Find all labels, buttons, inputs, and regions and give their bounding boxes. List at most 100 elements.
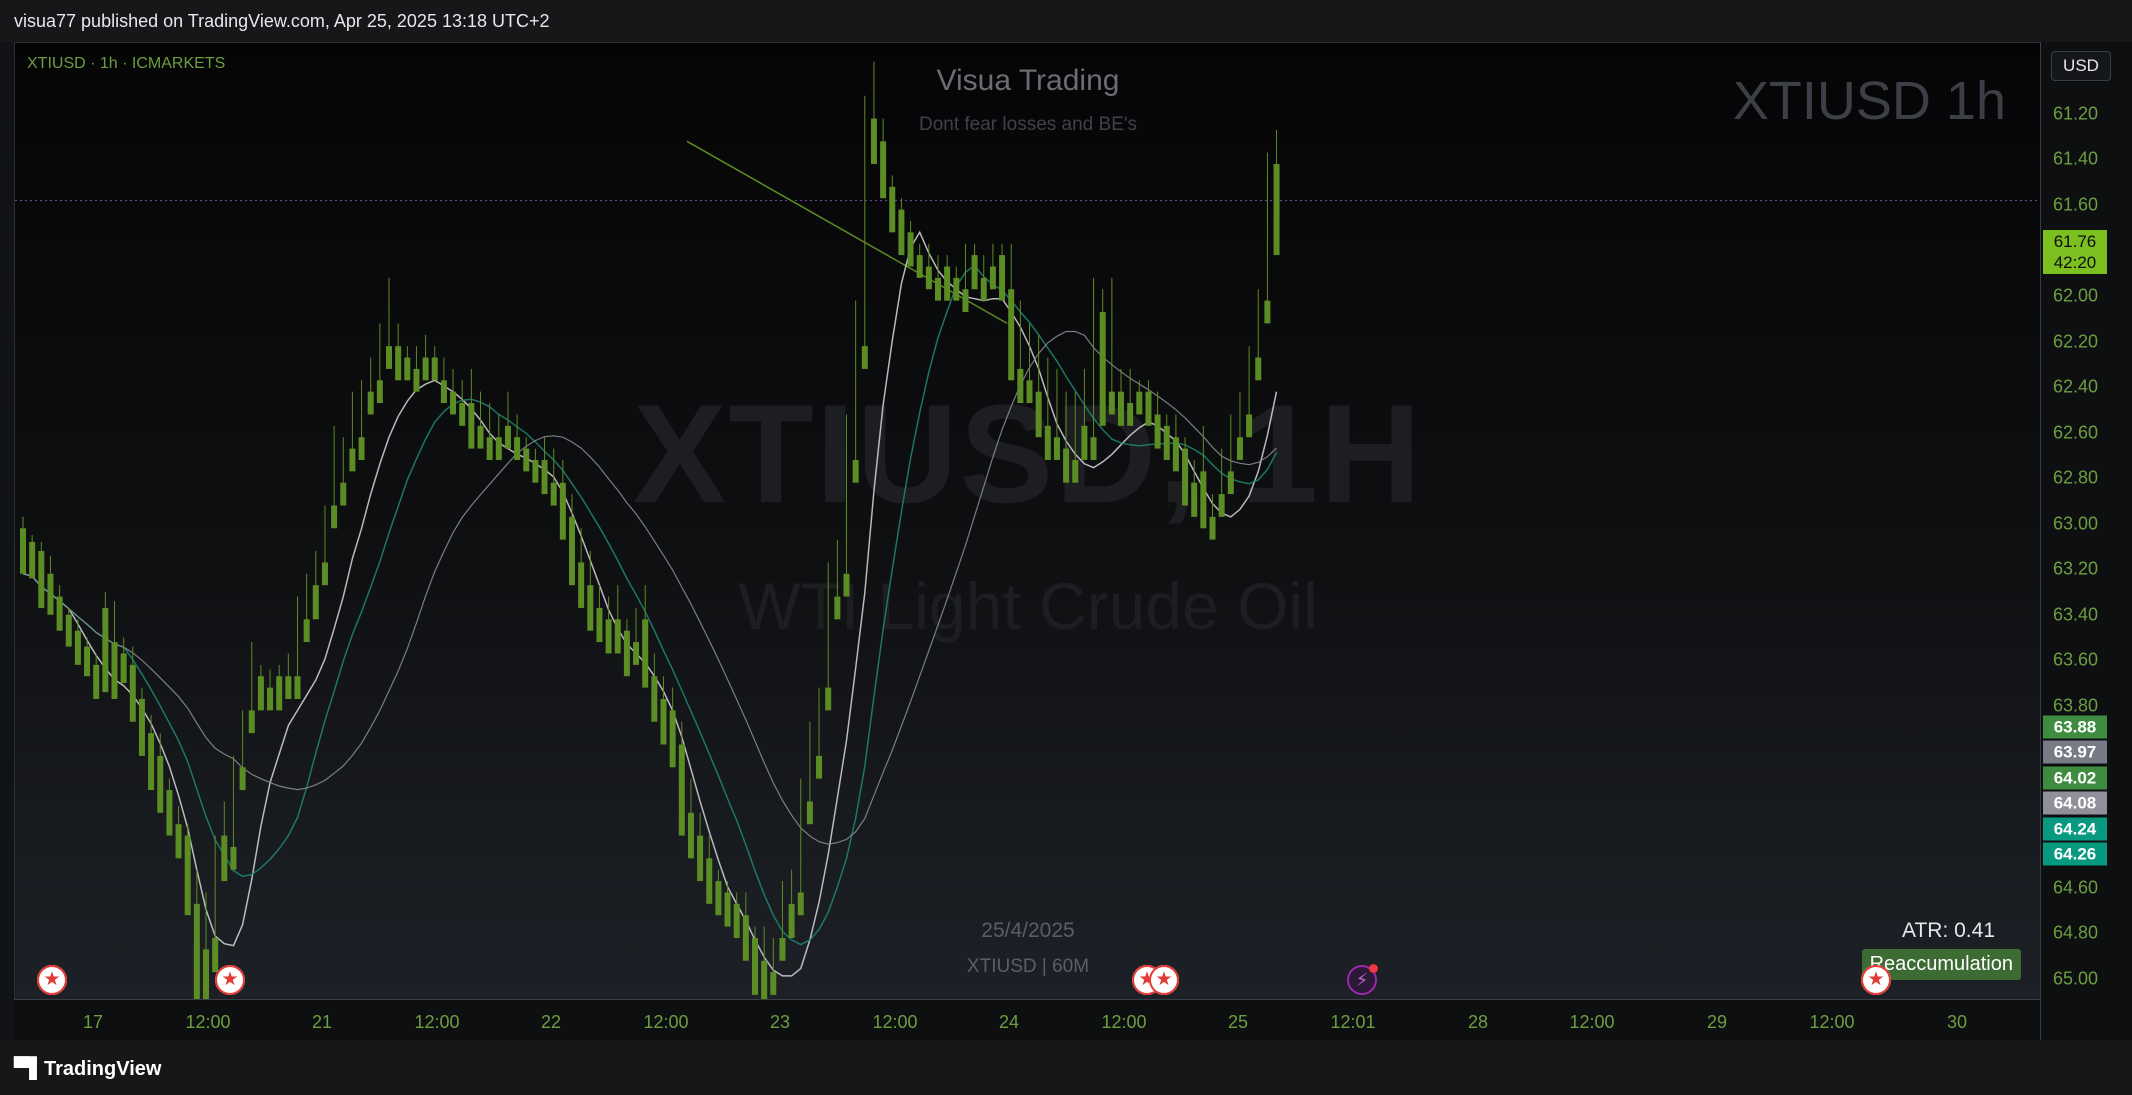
- candle: [733, 903, 740, 938]
- candle: [569, 516, 575, 586]
- publish-header: visua77 published on TradingView.com, Ap…: [0, 0, 2132, 42]
- candle: [285, 676, 292, 699]
- candle: [1163, 425, 1170, 460]
- candle: [1145, 391, 1152, 426]
- time-axis-label: 12:00: [643, 1012, 689, 1032]
- candle: [312, 585, 319, 620]
- candle: [1227, 471, 1234, 495]
- candle: [651, 676, 658, 722]
- candle: [907, 232, 914, 267]
- candle: [770, 972, 777, 995]
- time-axis[interactable]: 17 12:00 21 12:00 22 12:00 23 12:00 24 1…: [14, 999, 2040, 1041]
- price-axis-label: 63.60: [2053, 649, 2099, 670]
- candle: [843, 573, 850, 597]
- price-level-tag: 63.88: [2043, 715, 2107, 739]
- us-flag-icon[interactable]: ★: [215, 965, 245, 995]
- candle: [74, 630, 81, 665]
- time-axis-label: 28: [1467, 1012, 1489, 1032]
- candle: [367, 391, 374, 415]
- candle: [56, 596, 63, 631]
- candle: [504, 425, 511, 449]
- price-axis-label: 62.60: [2053, 422, 2099, 443]
- candle: [175, 824, 182, 859]
- ma-slow-line: [22, 330, 1277, 845]
- candle: [559, 482, 566, 540]
- candle: [212, 938, 219, 973]
- candle: [193, 903, 200, 999]
- candle: [678, 744, 685, 836]
- ma-fast-line: [22, 230, 1278, 977]
- candle: [38, 551, 45, 608]
- symbol-info[interactable]: XTIUSD · 1h · ICMARKETS: [27, 55, 226, 72]
- candle: [1154, 414, 1161, 449]
- candle: [596, 607, 603, 643]
- candle: [1053, 437, 1060, 460]
- price-axis-label: 64.80: [2053, 922, 2099, 943]
- candle: [1035, 391, 1042, 438]
- candle: [1218, 494, 1225, 517]
- us-flag-icon[interactable]: ★: [1149, 965, 1179, 995]
- bolt-icon[interactable]: ⚡: [1347, 964, 1378, 995]
- us-flag-icon[interactable]: ★: [1861, 965, 1891, 995]
- atr-label: ATR: 0.41: [1902, 919, 1995, 942]
- candle: [944, 266, 951, 301]
- price-level-tag: 64.08: [2043, 791, 2107, 815]
- time-axis-label: 23: [769, 1012, 791, 1032]
- candle: [1172, 437, 1179, 472]
- time-axis-label: 22: [540, 1012, 562, 1032]
- time-axis-label: 12:00: [872, 1012, 918, 1032]
- date-stamp: 25/4/2025: [981, 919, 1075, 942]
- candle: [889, 186, 896, 233]
- price-plot[interactable]: [15, 43, 2041, 999]
- time-axis-label: 12:00: [414, 1012, 460, 1032]
- candle: [1118, 391, 1124, 426]
- candle: [852, 459, 859, 483]
- candle: [1200, 471, 1207, 529]
- candle: [1209, 516, 1216, 540]
- candle: [303, 619, 310, 643]
- publish-line: visua77 published on TradingView.com, Ap…: [14, 11, 550, 31]
- brand-subtitle: Dont fear losses and BE's: [918, 114, 1138, 135]
- price-axis-label: 62.80: [2053, 467, 2099, 488]
- candle: [294, 676, 301, 699]
- candle: [404, 357, 411, 381]
- candle: [870, 118, 877, 165]
- candle: [47, 573, 54, 615]
- candle: [1255, 357, 1262, 381]
- price-axis-label: 62.40: [2053, 376, 2099, 397]
- price-axis[interactable]: USD 61.20 61.40 61.60 62.00 62.20 62.40 …: [2040, 42, 2132, 1040]
- candle: [861, 346, 868, 369]
- candle: [459, 403, 466, 426]
- price-level-tag: 63.97: [2043, 740, 2107, 764]
- candle: [267, 687, 274, 711]
- candle: [1108, 391, 1115, 415]
- candle: [257, 676, 264, 711]
- candle: [1081, 425, 1088, 460]
- candle: [93, 664, 100, 699]
- candle: [605, 619, 612, 654]
- candle: [1017, 368, 1024, 404]
- candle: [669, 710, 676, 768]
- candle: [248, 710, 255, 734]
- us-flag-icon[interactable]: ★: [37, 965, 67, 995]
- candle: [138, 698, 145, 756]
- candle: [834, 596, 841, 620]
- time-axis-label: 12:01: [1330, 1012, 1376, 1032]
- candle: [102, 607, 109, 693]
- candle: [962, 289, 969, 313]
- candle: [825, 687, 832, 711]
- currency-button[interactable]: USD: [2051, 51, 2111, 81]
- time-axis-label: 21: [311, 1012, 333, 1032]
- candle: [980, 277, 987, 301]
- chart-pane[interactable]: XTIUSD, 1H WTI Light Crude Oil XTIUSD · …: [14, 42, 2041, 999]
- price-level-tag: 64.24: [2043, 817, 2107, 841]
- candle: [331, 505, 338, 529]
- price-axis-label: 61.60: [2053, 194, 2099, 215]
- candle: [925, 266, 932, 290]
- candle: [230, 846, 237, 870]
- candle: [276, 676, 283, 711]
- candle: [642, 619, 649, 688]
- tradingview-logo[interactable]: ▀▌TradingView: [14, 1056, 162, 1080]
- candle: [431, 357, 438, 381]
- candle: [129, 664, 136, 722]
